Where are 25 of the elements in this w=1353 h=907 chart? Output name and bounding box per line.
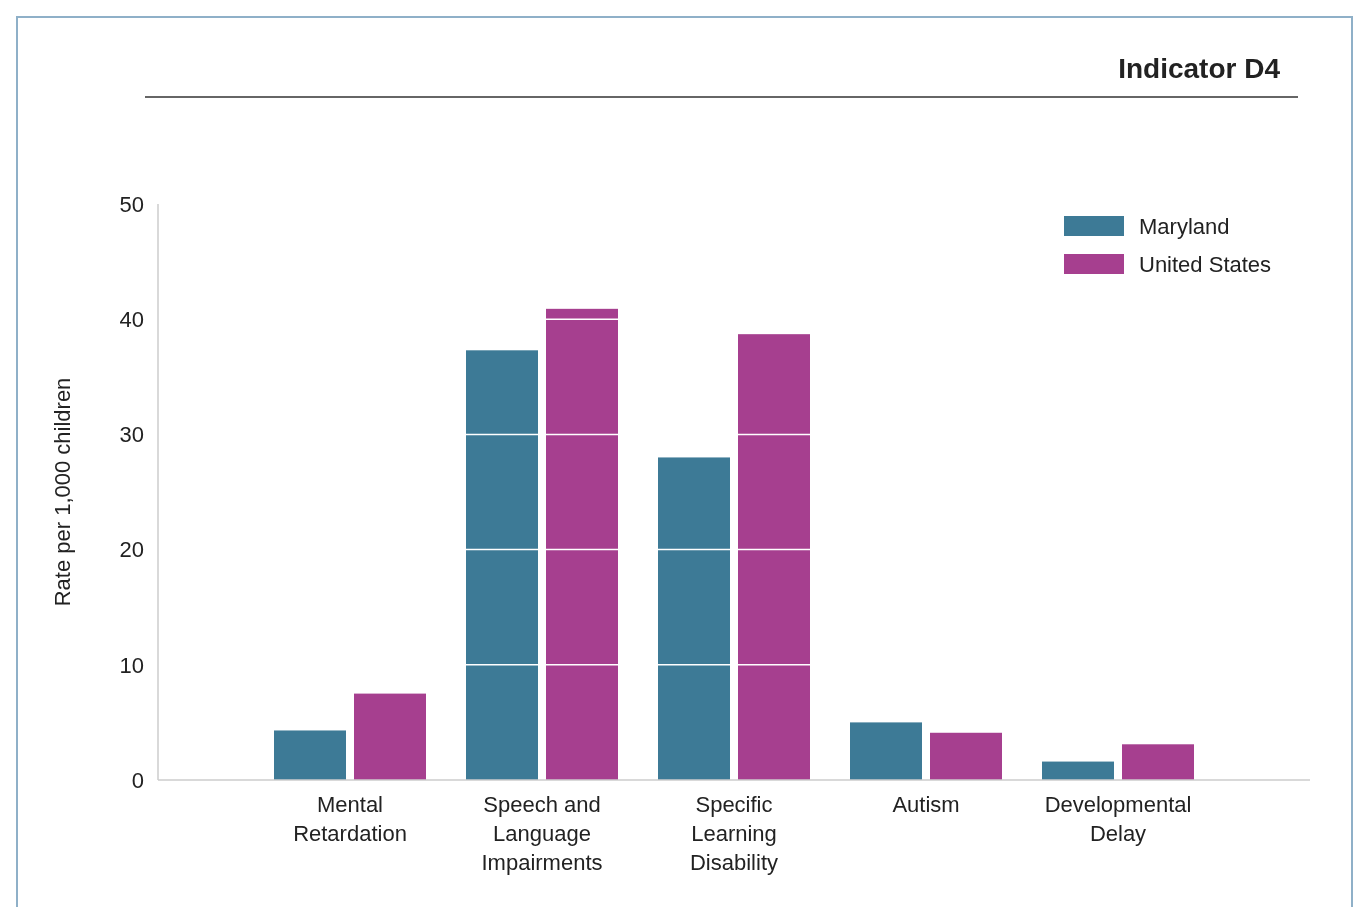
chart-title: Indicator D4 xyxy=(1118,53,1281,84)
y-axis-title: Rate per 1,000 children xyxy=(50,377,75,607)
bar xyxy=(1122,744,1194,780)
bar xyxy=(466,350,538,780)
y-tick-label: 10 xyxy=(119,652,144,678)
bar xyxy=(1042,761,1114,780)
x-tick-label: Developmental Delay xyxy=(1044,792,1192,846)
y-tick-label: 50 xyxy=(119,191,144,217)
x-tick-label: Specific Learning Disability xyxy=(689,792,779,875)
y-tick-label: 40 xyxy=(119,306,144,332)
legend-label: United States xyxy=(1139,251,1272,277)
bar xyxy=(274,730,346,780)
x-tick-label: Mental Retardation xyxy=(293,792,407,846)
y-tick-label: 20 xyxy=(119,537,144,563)
x-tick-label: Autism xyxy=(892,792,960,817)
bar xyxy=(850,722,922,780)
bar xyxy=(546,308,618,780)
y-tick-label: 0 xyxy=(131,767,144,793)
bar xyxy=(930,732,1002,780)
bar xyxy=(658,457,730,780)
x-tick-label: Speech and Language Impairments xyxy=(481,792,603,875)
legend-label: Maryland xyxy=(1139,213,1230,239)
bar xyxy=(738,334,810,780)
bar xyxy=(354,693,426,780)
y-tick-label: 30 xyxy=(119,422,144,448)
